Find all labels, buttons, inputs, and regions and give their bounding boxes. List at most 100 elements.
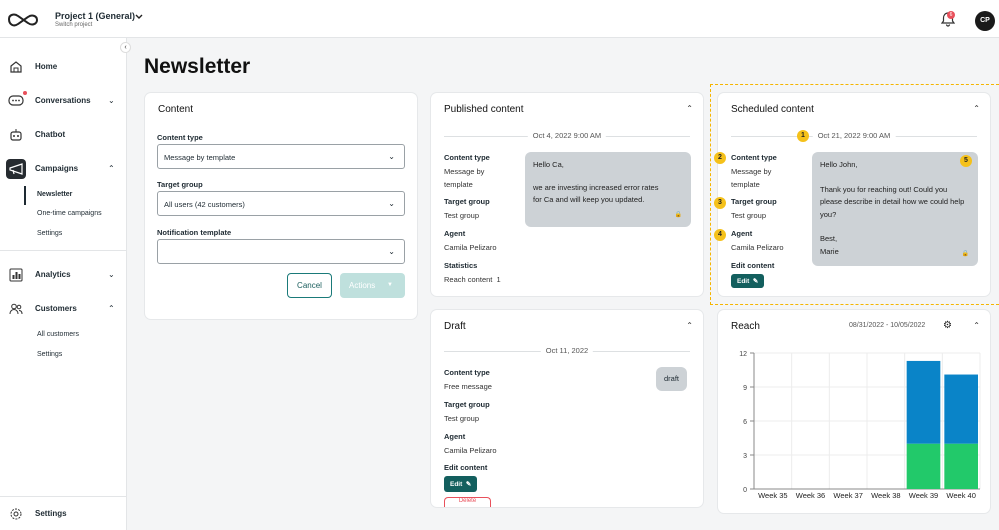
marker-1: 1 [797,130,809,142]
delete-button[interactable]: Delete [444,497,491,507]
bar-chart-icon [6,265,26,285]
content-type-value: Message by template [731,167,772,189]
megaphone-icon [6,159,26,179]
card-title: Content [158,104,194,115]
sidebar-item-campaigns[interactable]: Campaigns ⌃ [0,156,127,182]
edit-content-label: Edit content [444,463,488,472]
agent-value: Camila Pelizaro [731,243,784,252]
edit-label: Edit [450,481,463,488]
lock-icon: 🔒 [674,211,682,218]
app-logo-icon[interactable] [6,10,40,28]
sidebar-item-home[interactable]: Home [0,54,127,80]
y-tick-label: 3 [743,453,747,460]
reach-card: Reach 08/31/2022 - 10/05/2022 ⚙ ⌃ 0 3 6 9 12… [718,310,990,513]
actions-button[interactable]: Actions ▼ [340,273,405,298]
message-line: we are investing increased error rates f… [533,182,659,205]
sidebar-item-settings[interactable]: Settings [0,501,127,527]
caret-down-icon: ▼ [387,282,393,288]
content-type-value: Message by template [444,167,485,189]
published-content-card: Published content ⌃ Oct 4, 2022 9:00 AM … [431,93,703,296]
reach-content-value: 1 [496,275,501,284]
chevron-down-icon: ⌄ [388,152,395,161]
sidebar-item-conversations[interactable]: Conversations ⌄ [0,88,127,114]
reach-content-label: Reach content [444,275,493,284]
content-type-select[interactable]: Message by template ⌄ [157,144,405,169]
sidebar-subitem-one-time-campaigns[interactable]: One-time campaigns [37,210,102,217]
content-type-label: Content type [444,153,490,162]
sidebar-subitem-campaign-settings[interactable]: Settings [37,230,63,237]
gear-icon [6,504,26,524]
message-bubble: Hello Ca, we are investing increased err… [525,152,691,227]
date-range[interactable]: 08/31/2022 - 10/05/2022 [849,322,926,329]
select-value: All users (42 customers) [164,200,245,209]
chevron-down-icon[interactable]: ⌄ [108,96,115,105]
marker-2: 2 [714,152,726,164]
unread-dot [23,91,27,95]
target-group-label: Target group [731,197,777,206]
draft-card: Draft ⌃ Oct 11, 2022 Content type Free m… [431,310,703,507]
agent-value: Camila Pelizaro [444,243,497,252]
target-group-label: Target group [444,197,490,206]
project-switcher[interactable]: Project 1 (General) Switch project [55,11,135,28]
chevron-up-icon[interactable]: ⌃ [108,304,115,313]
sidebar-subitem-all-customers[interactable]: All customers [37,331,80,338]
target-group-select[interactable]: All users (42 customers) ⌄ [157,191,405,216]
target-group-label: Target group [444,400,490,409]
edit-button[interactable]: Edit ✎ [731,274,765,288]
sidebar-item-label: Customers [35,304,77,313]
bar-series-1 [906,443,941,489]
target-group-value: Test group [444,414,480,423]
draft-chip: draft [656,367,688,391]
sidebar-item-label: Campaigns [35,164,79,173]
content-type-label: Content type [731,153,777,162]
collapse-sidebar-button[interactable]: ‹ [120,42,131,53]
draft-date: Oct 11, 2022 [540,346,594,355]
content-type-label: Content type [157,133,203,142]
edit-button[interactable]: Edit ✎ [444,476,478,492]
x-tick-label: Week 39 [909,491,938,500]
sidebar-item-analytics[interactable]: Analytics ⌄ [0,262,127,288]
sidebar-subitem-customer-settings[interactable]: Settings [37,351,63,358]
page-title: Newsletter [144,55,251,78]
card-title: Reach [731,321,760,332]
content-card: Content Content type Message by template… [145,93,417,319]
published-date: Oct 4, 2022 9:00 AM [527,131,607,140]
sidebar-item-customers[interactable]: Customers ⌃ [0,296,127,322]
chevron-up-icon[interactable]: ⌃ [973,104,980,113]
gear-icon[interactable]: ⚙ [943,320,952,331]
sidebar-item-label: Chatbot [35,130,66,139]
scheduled-date: Oct 21, 2022 9:00 AM [812,131,896,140]
statistics-label: Statistics [444,261,478,270]
user-avatar[interactable]: CP [975,11,995,31]
lock-icon: 🔒 [961,250,969,257]
marker-3: 3 [714,197,726,209]
chevron-up-icon[interactable]: ⌃ [108,164,115,173]
home-icon [6,57,26,77]
sidebar: Home Conversations ⌄ Chatbot Campaigns ⌃… [0,38,127,530]
date-separator: Oct 21, 2022 9:00 AM [731,131,977,141]
sidebar-item-chatbot[interactable]: Chatbot [0,122,127,148]
message-closing: Best, [820,234,838,243]
content-type-value: Free message [444,382,492,391]
robot-icon [6,125,26,145]
date-separator: Oct 4, 2022 9:00 AM [444,131,690,141]
chevron-up-icon[interactable]: ⌃ [686,321,693,330]
chevron-up-icon[interactable]: ⌃ [973,321,980,330]
card-title: Draft [444,321,466,332]
card-title: Published content [444,104,524,115]
y-tick-label: 9 [743,385,747,392]
sidebar-subitem-newsletter[interactable]: Newsletter [37,191,73,198]
bar-series-2 [906,360,941,444]
chevron-down-icon[interactable] [134,12,144,22]
chevron-down-icon[interactable]: ⌄ [108,270,115,279]
content-type-label: Content type [444,368,490,377]
cancel-button[interactable]: Cancel [287,273,332,298]
project-name: Project 1 (General) [55,11,136,21]
target-group-value: Test group [731,211,767,220]
sidebar-item-label: Home [35,62,58,71]
chevron-up-icon[interactable]: ⌃ [686,104,693,113]
message-body: Thank you for reaching out! Could you pl… [820,184,965,219]
highlight-frame [710,84,999,305]
notification-template-select[interactable]: ⌄ [157,239,405,264]
delete-label: Delete [458,498,477,504]
